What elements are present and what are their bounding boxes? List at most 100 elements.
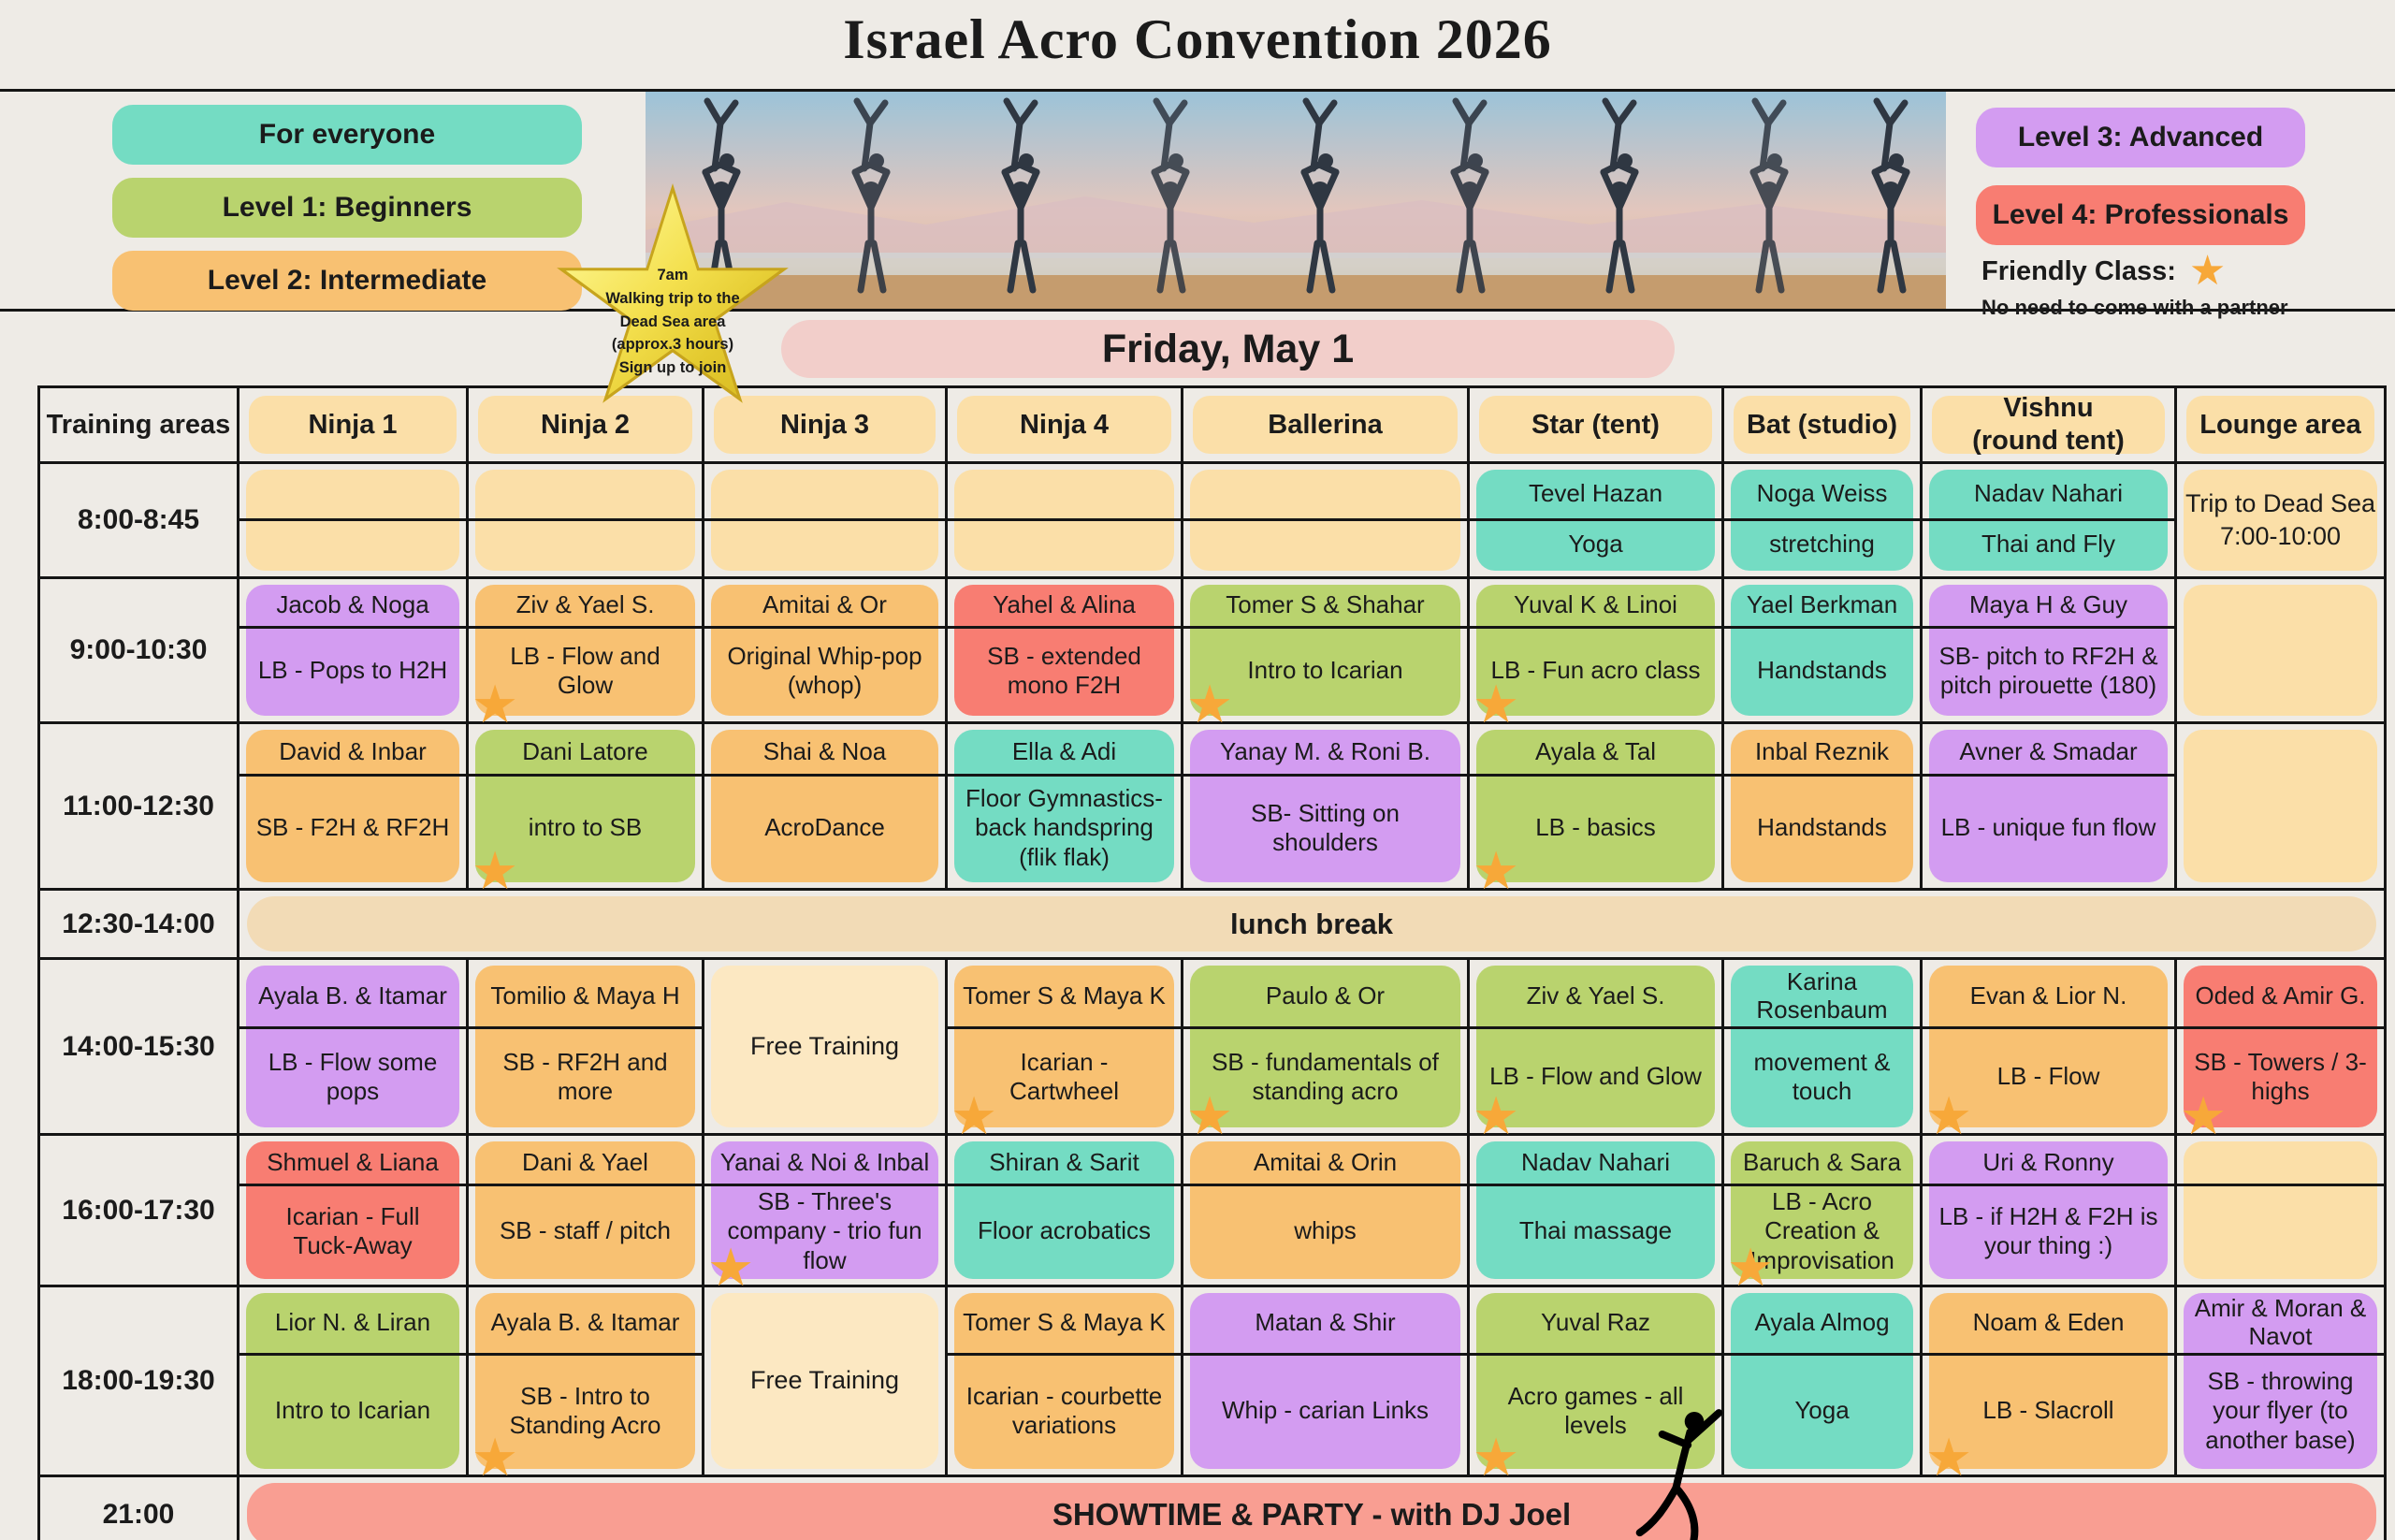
cell-divider-line [704,1184,945,1186]
class-block: Uri & Ronny LB - if H2H & F2H is your thi… [1929,1141,2168,1279]
schedule-cell: Evan & Lior N. LB - Flow ★ [1920,960,2174,1142]
class-block [2184,585,2377,716]
friendly-class-star-icon: ★ [2180,1086,2228,1145]
cell-divider-line [948,774,1181,777]
column-header-pill: Ninja 3 [714,396,936,454]
class-name: SB - Towers / 3-highs [2194,1047,2367,1105]
class-block: Ella & Adi Floor Gymnastics- back handspr… [954,730,1174,882]
friendly-class-note: No need to come with a partner [1981,296,2288,319]
column-header-pill: Ninja 1 [249,396,457,454]
class-name: Yoga [1568,530,1623,559]
class-name: SB- pitch to RF2H & pitch pirouette (180… [1938,641,2158,699]
schedule-cell: Paulo & Or SB - fundamentals of standing … [1181,960,1467,1142]
class-name: LB - Slacroll [1982,1396,2114,1425]
teacher-name: Shmuel & Liana [267,1147,439,1176]
cell-divider-line [1470,774,1721,777]
cell-divider-line [2177,1184,2384,1186]
teacher-name: Uri & Ronny [1982,1147,2114,1176]
cell-divider-line [240,1026,466,1029]
schedule-cell: Lior N. & Liran Intro to Icarian [237,1287,466,1475]
schedule-cell: Noam & Eden LB - Slacroll ★ [1920,1287,2174,1484]
teacher-name: Yahel & Alina [993,590,1136,619]
schedule-cell: Maya H & Guy SB- pitch to RF2H & pitch pi… [1920,579,2174,721]
friendly-class-star-icon: ★ [1473,675,1520,734]
schedule-cell [2174,1136,2384,1285]
cell-divider-line [948,1184,1181,1186]
cell-divider-line [1724,1026,1920,1029]
teacher-name: Yanai & Noi & Inbal [719,1147,930,1176]
cell-divider-line [704,774,945,777]
lunch-break-bar: lunch break [247,896,2376,952]
teacher-name: Tomilio & Maya H [490,981,680,1010]
class-block: Avner & Smadar LB - unique fun flow [1929,730,2168,882]
teacher-name: Nadav Nahari [1974,479,2123,508]
teacher-name: Shiran & Sarit [989,1147,1139,1176]
teacher-name: Amitai & Or [762,590,887,619]
cell-divider-line [1724,774,1920,777]
cell-divider-line [1923,1184,2174,1186]
friendly-class-star-icon: ★ [472,675,519,734]
teacher-name: Amitai & Orin [1253,1147,1398,1176]
class-block: Yael Berkman Handstands [1731,585,1913,716]
class-block: Yanay M. & Roni B. SB- Sitting on shoulde… [1190,730,1460,882]
friendly-class-star-icon: ★ [1925,1428,1973,1487]
schedule-row: 18:00-19:30 Lior N. & Liran Intro to Icari… [40,1285,2384,1484]
teacher-name: Tomer S & Maya K [963,981,1166,1010]
class-block: Jacob & Noga LB - Pops to H2H [246,585,459,716]
column-header-pill: Star (tent) [1479,396,1712,454]
class-block: Ayala Almog Yoga [1731,1293,1913,1469]
cell-divider-line [704,518,945,521]
cell-divider-line [469,626,702,629]
class-block: Dani Latore intro to SB ★ [472,730,695,897]
time-slot-label: 9:00-10:30 [69,634,208,665]
teacher-name: Maya H & Guy [1968,590,2128,619]
divider-line-bottom [0,309,2395,312]
teacher-name: Avner & Smadar [1959,736,2138,765]
schedule-row: 8:00-8:45 Tevel Hazan Yoga Noga Weiss stretc… [40,461,2384,576]
class-block: Maya H & Guy SB- pitch to RF2H & pitch pi… [1929,585,2168,716]
schedule-cell: Yahel & Alina SB - extended mono F2H [945,579,1181,721]
class-block: Shai & Noa AcroDance [711,730,938,882]
class-block: Tomilio & Maya H SB - RF2H and more [475,966,695,1127]
schedule-cell [2174,579,2384,721]
class-block: Amitai & Or Original Whip-pop (whop) [711,585,938,716]
class-name: Intro to Icarian [1247,656,1403,685]
class-block: Ayala & Tal LB - basics ★ [1473,730,1715,897]
cell-divider-line [1183,1026,1467,1029]
column-header: Star (tent) [1467,388,1721,461]
teacher-name: Oded & Amir G. [2195,981,2366,1010]
cell-divider-line [1183,518,1467,521]
schedule-row-showtime: 21:00 SHOWTIME & PARTY - with DJ Joel [40,1409,2384,1540]
column-header-pill: Lounge area [2186,396,2374,454]
column-header: Ballerina [1181,388,1467,461]
schedule-cell: Free Training [702,1287,945,1475]
class-block: Noam & Eden LB - Slacroll ★ [1925,1293,2168,1484]
cell-divider-line [1470,1353,1721,1356]
teacher-name: Yuval Raz [1540,1308,1651,1337]
cell-divider-line [948,1026,1181,1029]
class-block: Tomer S & Maya K Icarian - courbette vari… [954,1293,1174,1469]
class-name: LB - unique fun flow [1940,813,2156,842]
teacher-name: Ziv & Yael S. [515,590,655,619]
schedule-cell: Tevel Hazan Yoga [1467,464,1721,576]
class-name: Icarian - courbette variations [965,1381,1163,1439]
schedule-cell: Avner & Smadar LB - unique fun flow [1920,724,2174,888]
cell-divider-line [1923,1353,2174,1356]
class-name: SB - Three's company - trio fun flow [727,1187,922,1274]
column-header: Ninja 4 [945,388,1181,461]
cell-divider-line [1923,1026,2174,1029]
legend-level1: Level 1: Beginners [112,178,582,238]
time-slot-label: 16:00-17:30 [62,1194,215,1226]
class-name: SB- Sitting on shoulders [1251,798,1400,856]
schedule-row: 14:00-15:30 Ayala B. & Itamar LB - Flow so… [40,957,2384,1142]
schedule-cell: Free Training [702,960,945,1133]
friendly-class-star-icon: ★ [1186,675,1234,734]
class-block: Free Training [711,966,938,1127]
class-name: Handstands [1757,656,1887,685]
schedule-cell: Ziv & Yael S. LB - Flow and Glow ★ [466,579,702,731]
schedule-cell: Tomilio & Maya H SB - RF2H and more [466,960,702,1133]
friendly-class-star-icon: ★ [472,841,519,900]
class-block: Yahel & Alina SB - extended mono F2H [954,585,1174,716]
schedule-cell: Ayala B. & Itamar LB - Flow some pops [237,960,466,1133]
